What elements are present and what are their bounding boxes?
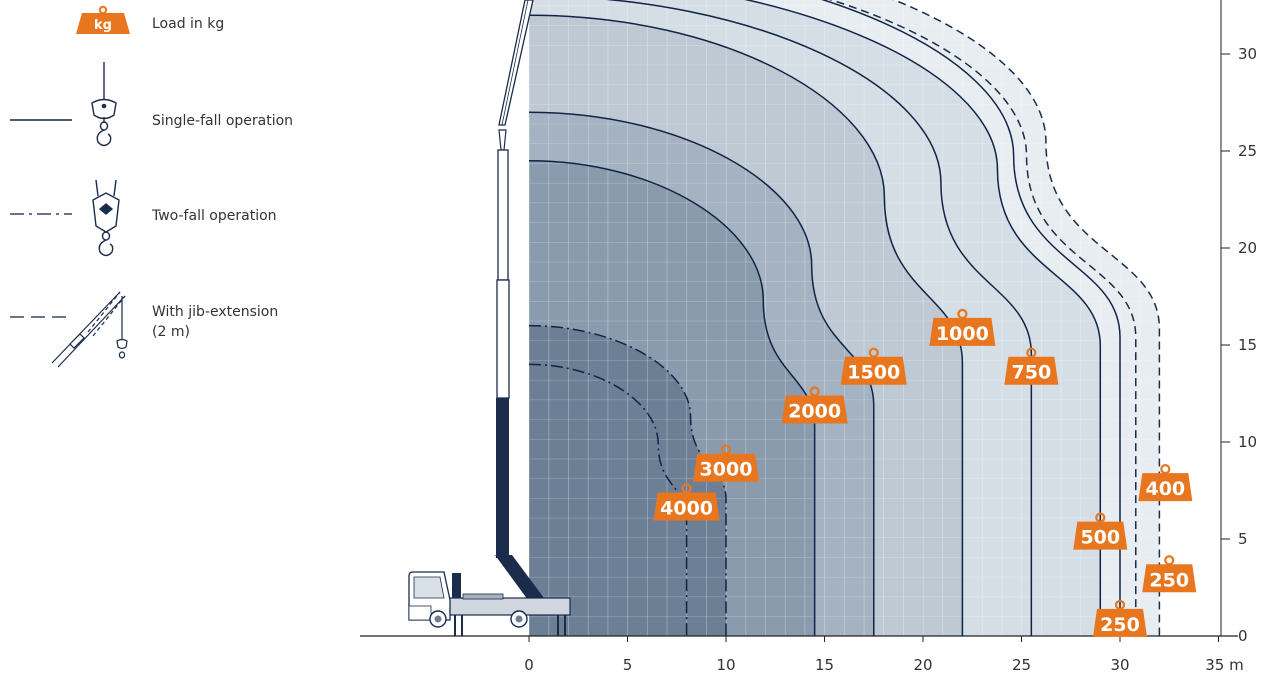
curve-250-8 bbox=[820, 0, 1121, 636]
load-badge-1500: 1500 bbox=[840, 347, 907, 385]
load-badge-label: 500 bbox=[1080, 527, 1120, 549]
curve-2000-2 bbox=[528, 159, 816, 636]
x-tick-label: 35 m bbox=[1205, 656, 1243, 674]
load-badge-1000: 1000 bbox=[929, 308, 996, 346]
load-badge-400: 400 bbox=[1138, 464, 1193, 502]
curve-500-6 bbox=[743, 0, 1102, 636]
load-badge-2000: 2000 bbox=[781, 386, 848, 424]
jib-label-line1: With jib-extension bbox=[152, 304, 278, 320]
y-tick-label: 20 bbox=[1238, 239, 1257, 257]
y-tick-label: 5 bbox=[1238, 530, 1248, 548]
load-badge-250: 250 bbox=[1142, 555, 1197, 593]
x-tick-label: 0 bbox=[524, 656, 534, 674]
two-fall-hook-icon bbox=[92, 179, 120, 257]
x-tick-label: 5 bbox=[623, 656, 633, 674]
y-tick-label: 25 bbox=[1238, 142, 1257, 160]
y-tick-label: 30 bbox=[1238, 45, 1257, 63]
load-badge-250: 250 bbox=[1093, 599, 1147, 637]
load-legend-label: Load in kg bbox=[152, 16, 224, 32]
x-tick-label: 25 bbox=[1012, 656, 1031, 674]
load-badge-4000: 4000 bbox=[653, 483, 720, 521]
axes: 0 5 10 15 20 25 30 35 m 0 5 10 15 20 25 30 bbox=[524, 45, 1257, 674]
crane-boom bbox=[495, 0, 544, 600]
jib-label-line2: (2 m) bbox=[152, 324, 190, 340]
single-fall-label: Single-fall operation bbox=[152, 113, 293, 129]
load-badge-label: 400 bbox=[1145, 478, 1185, 500]
grid-lines bbox=[548, 0, 1200, 636]
x-tick-label: 10 bbox=[716, 656, 735, 674]
kg-badge-label: kg bbox=[94, 18, 112, 33]
load-badge-label: 4000 bbox=[660, 498, 713, 520]
load-badge-label: 2000 bbox=[788, 401, 841, 423]
curve-1000-4 bbox=[528, 14, 964, 636]
x-tick-label: 20 bbox=[913, 656, 932, 674]
y-tick-label: 10 bbox=[1238, 433, 1257, 451]
two-fall-label: Two-fall operation bbox=[151, 208, 277, 224]
mast-strip bbox=[512, 0, 528, 636]
truck bbox=[408, 571, 571, 636]
load-badge-500: 500 bbox=[1073, 512, 1128, 550]
single-hook-icon bbox=[91, 62, 117, 147]
load-badges: 4000 3000 2000 1500 1000 750 500 400 250 250 bbox=[653, 308, 1197, 637]
load-badge-label: 750 bbox=[1012, 362, 1052, 384]
kg-legend-badge: kg bbox=[76, 5, 130, 34]
load-badge-label: 250 bbox=[1149, 569, 1189, 591]
load-badge-label: 1000 bbox=[936, 323, 989, 345]
curve-750-5 bbox=[604, 0, 1033, 636]
load-badge-750: 750 bbox=[1004, 347, 1059, 385]
x-tick-label: 15 bbox=[815, 656, 834, 674]
load-badge-label: 250 bbox=[1100, 614, 1140, 636]
curve-250-9 bbox=[892, 0, 1161, 636]
load-badge-label: 3000 bbox=[700, 459, 753, 481]
load-badge-3000: 3000 bbox=[693, 444, 759, 482]
y-tick-label: 15 bbox=[1238, 336, 1257, 354]
x-tick-label: 30 bbox=[1110, 656, 1129, 674]
y-tick-label: 0 bbox=[1238, 627, 1248, 645]
load-badge-label: 1500 bbox=[847, 362, 900, 384]
jib-extension-icon bbox=[51, 291, 128, 368]
legend: kg Load in kg Single-fall operation Two-… bbox=[10, 5, 293, 368]
